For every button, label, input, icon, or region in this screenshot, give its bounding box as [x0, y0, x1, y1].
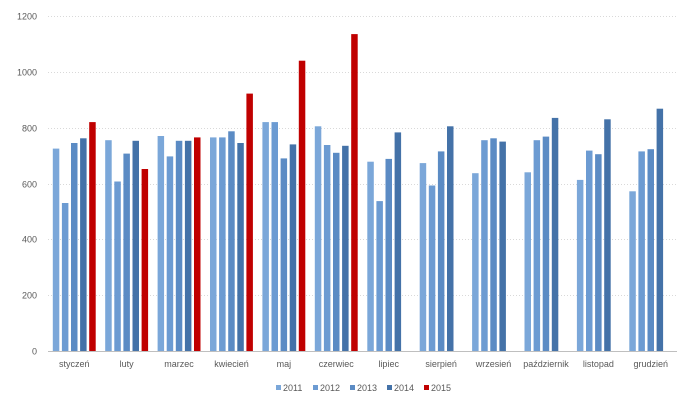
bar-2013-5: [280, 158, 288, 351]
legend: 2011 2012 2013 2014 2015: [276, 383, 451, 393]
x-tick-label: kwiecień: [214, 359, 249, 369]
bar-2013-8: [437, 151, 445, 351]
legend-label: 2015: [431, 383, 451, 393]
bar-2015-6: [351, 34, 358, 351]
bar-2015-3: [194, 137, 201, 351]
y-tick-label: 1000: [17, 68, 37, 78]
bar-2011-2: [105, 140, 112, 351]
x-axis-ticks: styczeń luty marzec kwiecień maj czerwiec lipi…: [59, 359, 668, 369]
legend-swatch-2013: [350, 385, 355, 390]
bar-2011-10: [524, 172, 531, 351]
bar-2012-6: [323, 145, 331, 351]
y-tick-label: 800: [22, 124, 37, 134]
bar-2011-6: [314, 126, 322, 351]
legend-label: 2012: [320, 383, 340, 393]
bar-2011-12: [629, 191, 636, 351]
bars: [52, 34, 664, 352]
bar-2012-1: [61, 203, 69, 351]
x-tick-label: czerwiec: [319, 359, 355, 369]
bar-2011-1: [52, 148, 60, 351]
bar-2015-2: [141, 169, 149, 351]
bar-2014-3: [184, 140, 192, 351]
bar-2012-9: [481, 140, 488, 351]
bar-2012-3: [166, 156, 174, 351]
y-tick-label: 400: [22, 235, 37, 245]
bar-2014-5: [289, 144, 297, 351]
y-tick-label: 1200: [17, 12, 37, 22]
bar-2014-10: [551, 117, 559, 352]
legend-swatch-2015: [424, 385, 429, 390]
bar-2014-1: [80, 138, 87, 351]
legend-label: 2013: [357, 383, 377, 393]
legend-swatch-2011: [276, 385, 281, 390]
bar-2014-6: [342, 145, 349, 351]
bar-2013-6: [333, 152, 340, 351]
bar-2011-9: [472, 173, 479, 351]
bar-2012-8: [428, 185, 436, 351]
bar-2011-4: [210, 137, 217, 351]
bar-2014-9: [499, 141, 506, 351]
bar-2013-10: [542, 136, 550, 351]
bar-2012-7: [376, 201, 383, 351]
bar-2011-11: [576, 179, 584, 351]
bar-2011-7: [367, 161, 374, 351]
grid-lines: [48, 16, 677, 352]
bar-2014-4: [237, 143, 244, 351]
bar-2013-7: [385, 158, 392, 351]
bar-2013-4: [228, 131, 235, 351]
legend-label: 2014: [394, 383, 414, 393]
bar-2014-8: [447, 126, 454, 351]
y-tick-label: 600: [22, 180, 37, 190]
legend-swatch-2012: [313, 385, 318, 390]
bar-2014-11: [604, 119, 611, 351]
bar-2015-5: [298, 60, 306, 351]
bar-2013-12: [647, 149, 654, 351]
x-tick-label: październik: [523, 359, 569, 369]
x-tick-label: maj: [277, 359, 292, 369]
bar-2014-12: [656, 108, 664, 351]
bar-2015-1: [89, 122, 96, 351]
bar-2011-3: [157, 136, 165, 351]
bar-2013-3: [175, 140, 183, 351]
bar-2012-11: [586, 150, 593, 351]
bar-2013-1: [71, 143, 78, 351]
y-tick-label: 200: [22, 291, 37, 301]
y-axis-ticks: 0 200 400 600 800 1000 1200: [17, 12, 37, 357]
x-tick-label: marzec: [164, 359, 194, 369]
x-tick-label: grudzień: [634, 359, 669, 369]
bar-2012-2: [114, 181, 121, 351]
x-tick-label: sierpień: [425, 359, 457, 369]
y-tick-label: 0: [32, 347, 37, 357]
bar-2012-12: [638, 151, 645, 351]
x-tick-label: wrzesień: [475, 359, 512, 369]
bar-2013-2: [123, 153, 130, 351]
legend-swatch-2014: [387, 385, 392, 390]
x-tick-label: lipiec: [378, 359, 399, 369]
bar-2011-8: [419, 163, 427, 351]
bar-2012-4: [219, 137, 226, 351]
x-tick-label: listopad: [583, 359, 614, 369]
bar-2012-10: [533, 140, 541, 351]
bar-2011-5: [262, 122, 269, 351]
bar-2013-9: [490, 138, 497, 351]
bar-2015-4: [246, 93, 253, 351]
bar-2014-2: [132, 140, 139, 351]
legend-label: 2011: [283, 383, 302, 393]
x-tick-label: luty: [120, 359, 135, 369]
x-tick-label: styczeń: [59, 359, 90, 369]
bar-2013-11: [595, 154, 602, 351]
bar-2012-5: [271, 122, 278, 351]
bar-2014-7: [394, 132, 402, 351]
